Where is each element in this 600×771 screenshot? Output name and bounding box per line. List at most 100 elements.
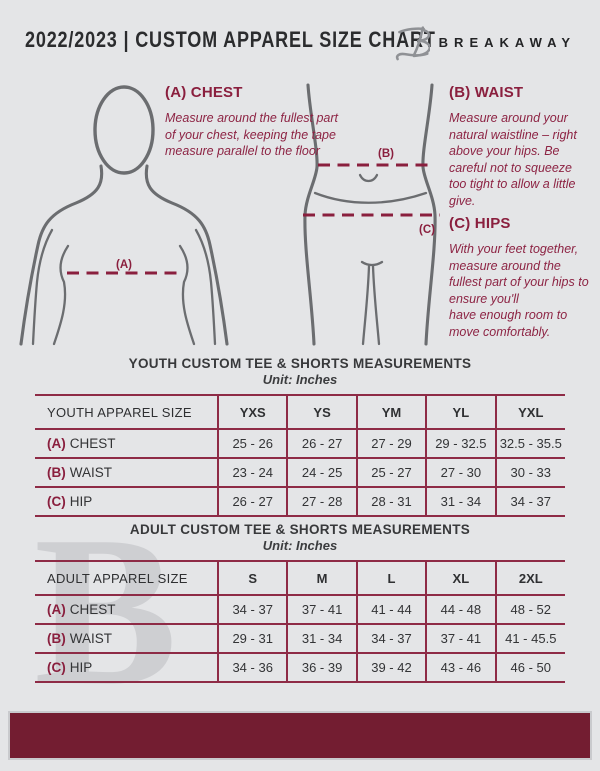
lower-belly-curve bbox=[313, 191, 428, 204]
size-table: ADULT APPAREL SIZE S M L XL 2XL (A) CHEST 34 - 3… bbox=[35, 560, 565, 683]
lower-body-figure: (B) (C) bbox=[303, 83, 440, 346]
hips-marker-label: (C) bbox=[419, 224, 435, 236]
size-column-header-cell: YXS bbox=[216, 395, 288, 429]
brand-logo: BREAKAWAY bbox=[394, 22, 576, 62]
size-range-cell: 25 - 27 bbox=[355, 458, 427, 487]
size-range-cell: 27 - 30 bbox=[425, 458, 496, 487]
size-range-cell: 26 - 27 bbox=[286, 429, 357, 458]
size-column-header-cell: XL bbox=[425, 561, 496, 595]
upper-body-figure: (A) bbox=[19, 85, 229, 346]
chest-note-body: Measure around the fullest part of your … bbox=[165, 111, 339, 158]
youth-size-section: YOUTH CUSTOM TEE & SHORTS MEASUREMENTS U… bbox=[0, 356, 600, 517]
torso-right-outline bbox=[421, 83, 437, 346]
hips-note-body: With your feet together, measure around … bbox=[449, 242, 589, 339]
measurement-label-cell: (B) WAIST bbox=[35, 458, 218, 487]
youth-section-title: YOUTH CUSTOM TEE & SHORTS MEASUREMENTS bbox=[128, 356, 472, 371]
size-range-cell: 27 - 29 bbox=[355, 429, 427, 458]
size-range-cell: 29 - 32.5 bbox=[425, 429, 496, 458]
footer-bar bbox=[8, 711, 592, 760]
size-table: YOUTH APPAREL SIZE YXS YS YM YL YXL (A) CHEST 25… bbox=[35, 394, 565, 517]
size-column-header-cell: 2XL bbox=[494, 561, 565, 595]
measurement-name: CHEST bbox=[69, 602, 116, 617]
adult-unit-label: Unit: Inches bbox=[262, 538, 338, 553]
chest-marker-label: (A) bbox=[116, 259, 132, 271]
left-armpit-line bbox=[52, 244, 70, 346]
measurement-label-cell: (A) CHEST bbox=[35, 429, 218, 458]
size-range-cell: 34 - 37 bbox=[216, 595, 288, 624]
chest-note-heading: (A) CHEST bbox=[165, 84, 243, 101]
size-range-cell: 23 - 24 bbox=[216, 458, 288, 487]
waist-note-heading: (B) WAIST bbox=[449, 84, 524, 101]
measurement-label-cell: (B) WAIST bbox=[35, 624, 218, 653]
brand-name: BREAKAWAY bbox=[438, 34, 576, 50]
size-range-cell: 31 - 34 bbox=[425, 487, 496, 516]
size-range-cell: 26 - 27 bbox=[216, 487, 288, 516]
youth-unit-label: Unit: Inches bbox=[262, 372, 338, 387]
table-row: (A) CHEST 34 - 37 37 - 41 41 - 44 44 - 48 48 -… bbox=[35, 595, 565, 624]
crotch-fork bbox=[360, 260, 384, 267]
size-column-header-cell: YXL bbox=[494, 395, 565, 429]
adult-size-table-container: ADULT APPAREL SIZE S M L XL 2XL (A) CHEST 34 - 3… bbox=[0, 560, 600, 683]
table-row: (B) WAIST 23 - 24 24 - 25 25 - 27 27 - 30 30 -… bbox=[35, 458, 565, 487]
page-title: 2022/2023 | CUSTOM APPAREL SIZE CHART bbox=[25, 27, 436, 52]
measurement-label-cell: (C) HIP bbox=[35, 653, 218, 682]
inner-thigh-left-line bbox=[361, 264, 371, 346]
measurement-marker: (A) bbox=[47, 436, 66, 451]
table-row: (C) HIP 26 - 27 27 - 28 28 - 31 31 - 34 34 - 3… bbox=[35, 487, 565, 516]
size-column-header-cell: YL bbox=[425, 395, 496, 429]
waist-note-body: Measure around your natural waistline – … bbox=[449, 111, 577, 208]
hips-note: (C) HIPS With your feet together, measur… bbox=[449, 215, 591, 340]
waist-note: (B) WAIST Measure around your natural wa… bbox=[449, 84, 585, 209]
size-range-cell: 34 - 36 bbox=[216, 653, 288, 682]
apparel-size-header-cell: ADULT APPAREL SIZE bbox=[47, 570, 188, 586]
size-range-cell: 41 - 45.5 bbox=[494, 624, 565, 653]
measurement-name: WAIST bbox=[69, 465, 112, 480]
breakaway-b-monogram-icon bbox=[395, 26, 430, 61]
measurement-marker: (B) bbox=[47, 631, 66, 646]
table-row: (B) WAIST 29 - 31 31 - 34 34 - 37 37 - 41 41 -… bbox=[35, 624, 565, 653]
apparel-size-header-cell: YOUTH APPAREL SIZE bbox=[47, 404, 192, 420]
youth-size-table-container: YOUTH APPAREL SIZE YXS YS YM YL YXL (A) CHEST 25… bbox=[0, 394, 600, 517]
waist-marker-label: (B) bbox=[378, 148, 394, 160]
size-range-cell: 28 - 31 bbox=[355, 487, 427, 516]
measurement-marker: (A) bbox=[47, 602, 66, 617]
measurement-name: HIP bbox=[69, 660, 93, 675]
head-outline bbox=[93, 85, 155, 175]
size-range-cell: 27 - 28 bbox=[286, 487, 357, 516]
measurement-name: CHEST bbox=[69, 436, 116, 451]
size-column-header-cell: S bbox=[216, 561, 288, 595]
measurement-name: WAIST bbox=[69, 631, 112, 646]
hips-note-heading: (C) HIPS bbox=[449, 215, 511, 232]
measurement-label-cell: (A) CHEST bbox=[35, 595, 218, 624]
adult-size-section: ADULT CUSTOM TEE & SHORTS MEASUREMENTS U… bbox=[0, 522, 600, 683]
size-range-cell: 44 - 48 bbox=[425, 595, 496, 624]
size-range-cell: 37 - 41 bbox=[286, 595, 357, 624]
navel-mark bbox=[358, 173, 379, 183]
size-range-cell: 31 - 34 bbox=[286, 624, 357, 653]
size-table-header-row: ADULT APPAREL SIZE S M L XL 2XL bbox=[35, 561, 565, 595]
size-range-cell: 37 - 41 bbox=[425, 624, 496, 653]
torso-left-outline bbox=[303, 83, 319, 346]
right-armpit-line bbox=[178, 244, 196, 346]
table-row: (A) CHEST 25 - 26 26 - 27 27 - 29 29 - 32.5 32… bbox=[35, 429, 565, 458]
left-arm-inner-line bbox=[31, 228, 54, 346]
size-column-header-cell: YS bbox=[286, 395, 357, 429]
size-range-cell: 39 - 42 bbox=[355, 653, 427, 682]
size-range-cell: 43 - 46 bbox=[425, 653, 496, 682]
size-range-cell: 24 - 25 bbox=[286, 458, 357, 487]
adult-section-title: ADULT CUSTOM TEE & SHORTS MEASUREMENTS bbox=[129, 522, 471, 537]
size-range-cell: 30 - 33 bbox=[494, 458, 565, 487]
size-range-cell: 29 - 31 bbox=[216, 624, 288, 653]
size-range-cell: 41 - 44 bbox=[355, 595, 427, 624]
inner-thigh-right-line bbox=[371, 264, 381, 346]
measurement-name: HIP bbox=[69, 494, 93, 509]
size-range-cell: 25 - 26 bbox=[216, 429, 288, 458]
measurement-marker: (C) bbox=[47, 660, 66, 675]
right-shoulder-arm-outline bbox=[144, 164, 229, 346]
size-column-header-cell: YM bbox=[355, 395, 427, 429]
size-range-cell: 46 - 50 bbox=[494, 653, 565, 682]
size-table-header-row: YOUTH APPAREL SIZE YXS YS YM YL YXL bbox=[35, 395, 565, 429]
size-range-cell: 36 - 39 bbox=[286, 653, 357, 682]
left-shoulder-arm-outline bbox=[19, 164, 104, 346]
